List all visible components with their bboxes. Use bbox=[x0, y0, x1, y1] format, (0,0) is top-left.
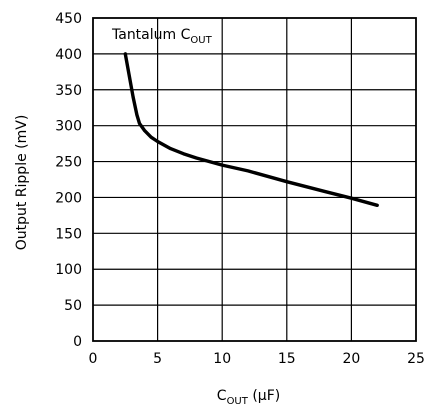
y-tick-label: 50 bbox=[64, 298, 82, 314]
y-tick-label: 250 bbox=[55, 155, 82, 171]
y-tick-label: 150 bbox=[55, 226, 82, 242]
x-axis-title-unit: (μF) bbox=[248, 388, 280, 404]
x-axis-title: COUT (μF) bbox=[217, 388, 280, 407]
x-tick-label: 0 bbox=[89, 351, 98, 367]
plot-frame bbox=[92, 17, 417, 342]
y-tick-label: 0 bbox=[73, 334, 82, 350]
y-tick-label: 450 bbox=[55, 11, 82, 27]
y-tick-label: 400 bbox=[55, 47, 82, 63]
y-tick-label: 350 bbox=[55, 83, 82, 99]
x-tick-label: 5 bbox=[153, 351, 162, 367]
annotation-main: Tantalum C bbox=[111, 27, 191, 43]
series-line bbox=[123, 52, 379, 208]
y-axis-title: Output Ripple (mV) bbox=[14, 115, 30, 251]
x-axis-title-subscript: OUT bbox=[227, 396, 249, 407]
y-tick-label: 200 bbox=[55, 190, 82, 206]
chart-annotation: Tantalum COUT bbox=[111, 27, 213, 46]
x-tick-label: 25 bbox=[407, 351, 425, 367]
x-tick-label: 20 bbox=[342, 351, 360, 367]
y-tick-label: 300 bbox=[55, 119, 82, 135]
grid bbox=[93, 18, 416, 341]
series-layer bbox=[123, 52, 379, 208]
x-tick-label: 15 bbox=[278, 351, 296, 367]
x-tick-label: 10 bbox=[213, 351, 231, 367]
annotation-subscript: OUT bbox=[190, 35, 212, 46]
x-axis-title-main: C bbox=[217, 388, 227, 404]
y-tick-label: 100 bbox=[55, 262, 82, 278]
